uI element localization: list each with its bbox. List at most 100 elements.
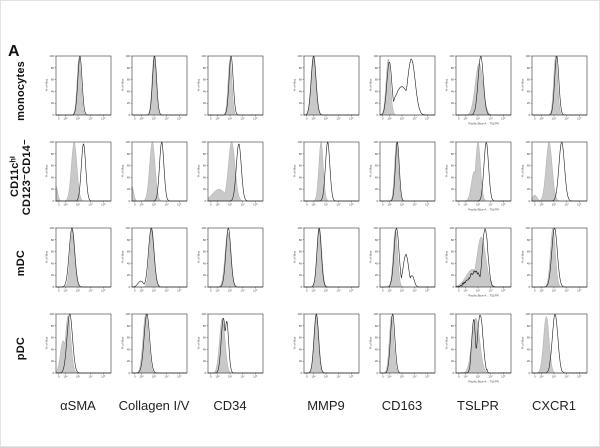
- row-label-mdc: mDC: [7, 223, 37, 303]
- svg-text:% of Max: % of Max: [197, 250, 201, 263]
- svg-text:% of Max: % of Max: [121, 250, 125, 263]
- svg-text:20: 20: [527, 187, 531, 191]
- column-label-text: CXCR1: [531, 398, 577, 413]
- svg-text:10³: 10³: [324, 117, 328, 121]
- grid-spacer: [271, 395, 285, 419]
- svg-text:20: 20: [451, 359, 455, 363]
- svg-text:80: 80: [375, 152, 379, 156]
- svg-text:60: 60: [375, 164, 379, 168]
- svg-text:0: 0: [300, 113, 302, 117]
- svg-text:60: 60: [127, 164, 131, 168]
- svg-text:40: 40: [127, 175, 131, 179]
- svg-text:0: 0: [534, 117, 536, 121]
- svg-text:10⁴: 10⁴: [164, 117, 169, 121]
- svg-text:40: 40: [127, 347, 131, 351]
- svg-text:20: 20: [375, 359, 379, 363]
- grid-spacer: [271, 309, 285, 389]
- svg-text:0: 0: [204, 371, 206, 375]
- svg-text:10²: 10²: [63, 117, 67, 121]
- svg-text:10⁴: 10⁴: [88, 375, 93, 379]
- svg-text:40: 40: [527, 347, 531, 351]
- svg-text:% of Max: % of Max: [121, 78, 125, 91]
- svg-text:10⁴: 10⁴: [164, 203, 169, 207]
- svg-text:60: 60: [51, 336, 55, 340]
- svg-text:0: 0: [300, 199, 302, 203]
- svg-text:0: 0: [382, 117, 384, 121]
- svg-text:10²: 10²: [311, 289, 315, 293]
- svg-text:100: 100: [297, 312, 302, 316]
- svg-text:100: 100: [49, 54, 54, 58]
- panel-letter-label: A: [8, 43, 20, 60]
- svg-text:10⁵: 10⁵: [101, 203, 105, 207]
- svg-text:80: 80: [527, 324, 531, 328]
- svg-text:100: 100: [201, 226, 206, 230]
- svg-text:0: 0: [210, 289, 212, 293]
- svg-text:20: 20: [51, 359, 55, 363]
- svg-text:10⁵: 10⁵: [425, 375, 429, 379]
- svg-text:0: 0: [382, 289, 384, 293]
- row-label-cd11chi-cd123-cd14: CD11cʰⁱ CD123⁻CD14⁻: [7, 137, 37, 217]
- svg-text:60: 60: [51, 78, 55, 82]
- svg-text:0: 0: [58, 203, 60, 207]
- svg-text:100: 100: [373, 140, 378, 144]
- svg-text:0: 0: [534, 289, 536, 293]
- svg-text:0: 0: [204, 113, 206, 117]
- svg-text:10⁴: 10⁴: [336, 375, 341, 379]
- svg-text:80: 80: [299, 324, 303, 328]
- svg-text:0: 0: [306, 203, 308, 207]
- svg-text:% of Max: % of Max: [521, 164, 525, 177]
- svg-text:10²: 10²: [387, 117, 391, 121]
- svg-text:40: 40: [203, 347, 207, 351]
- svg-text:0: 0: [58, 375, 60, 379]
- svg-text:% of Max: % of Max: [121, 164, 125, 177]
- svg-text:20: 20: [527, 273, 531, 277]
- svg-text:% of Max: % of Max: [121, 336, 125, 349]
- svg-text:20: 20: [299, 187, 303, 191]
- svg-text:0: 0: [58, 117, 60, 121]
- svg-text:40: 40: [203, 89, 207, 93]
- svg-text:60: 60: [203, 78, 207, 82]
- svg-text:10³: 10³: [228, 117, 232, 121]
- svg-text:10⁴: 10⁴: [564, 203, 569, 207]
- column-label-cxcr1: CXCR1: [519, 395, 589, 419]
- column-label-text: αSMA: [60, 398, 96, 413]
- svg-text:10²: 10²: [387, 289, 391, 293]
- svg-text:100: 100: [373, 312, 378, 316]
- column-label-text: CD163: [381, 398, 423, 413]
- svg-text:40: 40: [51, 261, 55, 265]
- svg-text:100: 100: [525, 312, 530, 316]
- svg-text:10⁵: 10⁵: [101, 375, 105, 379]
- svg-text:80: 80: [451, 238, 455, 242]
- svg-text:0: 0: [300, 285, 302, 289]
- svg-text:60: 60: [299, 250, 303, 254]
- svg-text:10³: 10³: [552, 289, 556, 293]
- svg-text:60: 60: [299, 164, 303, 168]
- svg-text:80: 80: [451, 152, 455, 156]
- svg-text:100: 100: [449, 54, 454, 58]
- svg-text:10²: 10²: [463, 289, 467, 293]
- column-label--sma: αSMA: [43, 395, 113, 419]
- svg-text:10³: 10³: [152, 117, 156, 121]
- grid-spacer: [271, 137, 285, 217]
- svg-text:80: 80: [375, 238, 379, 242]
- svg-text:10⁵: 10⁵: [349, 289, 353, 293]
- svg-text:60: 60: [451, 78, 455, 82]
- row-label-text: CD123⁻CD14⁻: [21, 138, 33, 216]
- svg-text:10⁵: 10⁵: [577, 203, 581, 207]
- svg-text:100: 100: [525, 140, 530, 144]
- svg-text:0: 0: [534, 203, 536, 207]
- svg-text:0: 0: [458, 375, 460, 379]
- svg-text:20: 20: [299, 101, 303, 105]
